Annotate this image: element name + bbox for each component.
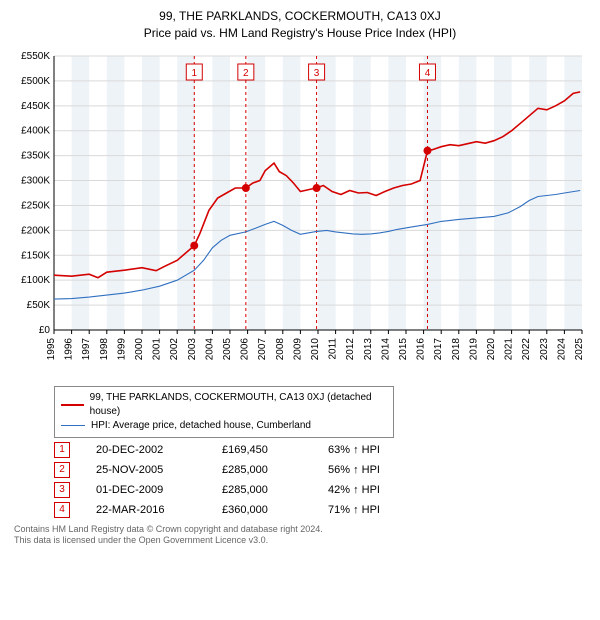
svg-text:2021: 2021 (504, 337, 515, 360)
svg-text:2024: 2024 (556, 337, 567, 360)
sale-price: £360,000 (222, 504, 302, 516)
svg-text:2008: 2008 (275, 337, 286, 360)
svg-text:£100K: £100K (21, 275, 50, 286)
legend-label: 99, THE PARKLANDS, COCKERMOUTH, CA13 0XJ… (90, 391, 387, 419)
sale-pct: 71% ↑ HPI (328, 504, 418, 516)
svg-text:1999: 1999 (116, 337, 127, 360)
svg-text:2001: 2001 (152, 337, 163, 360)
chart-area: £0 £50K £100K £150K £200K £250K £300K £350K £400… (10, 50, 590, 380)
svg-text:1: 1 (191, 68, 197, 79)
svg-text:2019: 2019 (468, 337, 479, 360)
svg-text:2004: 2004 (204, 337, 215, 360)
sale-pct: 42% ↑ HPI (328, 484, 418, 496)
svg-text:2018: 2018 (451, 337, 462, 360)
svg-text:£250K: £250K (21, 200, 50, 211)
sale-marker-box: 4 (54, 502, 70, 518)
svg-text:3: 3 (314, 68, 320, 79)
legend-swatch (61, 425, 85, 426)
chart-container: 99, THE PARKLANDS, COCKERMOUTH, CA13 0XJ… (0, 0, 600, 553)
sale-date: 25-NOV-2005 (96, 464, 196, 476)
svg-text:1996: 1996 (64, 337, 75, 360)
sale-price: £169,450 (222, 444, 302, 456)
svg-text:2015: 2015 (398, 337, 409, 360)
svg-text:2022: 2022 (521, 337, 532, 360)
sales-row: 1 20-DEC-2002 £169,450 63% ↑ HPI (54, 442, 590, 458)
svg-text:£400K: £400K (21, 125, 50, 136)
svg-text:1998: 1998 (99, 337, 110, 360)
svg-text:£350K: £350K (21, 150, 50, 161)
sale-price: £285,000 (222, 464, 302, 476)
svg-text:1995: 1995 (46, 337, 57, 360)
sale-marker-box: 2 (54, 462, 70, 478)
svg-text:£200K: £200K (21, 225, 50, 236)
sale-date: 22-MAR-2016 (96, 504, 196, 516)
svg-text:2000: 2000 (134, 337, 145, 360)
svg-text:£550K: £550K (21, 51, 50, 62)
svg-text:2003: 2003 (187, 337, 198, 360)
svg-text:£0: £0 (39, 325, 51, 336)
svg-text:£50K: £50K (27, 300, 51, 311)
legend: 99, THE PARKLANDS, COCKERMOUTH, CA13 0XJ… (54, 386, 394, 438)
sale-pct: 56% ↑ HPI (328, 464, 418, 476)
sales-table: 1 20-DEC-2002 £169,450 63% ↑ HPI 2 25-NOV-200… (54, 442, 590, 518)
svg-text:2011: 2011 (328, 337, 339, 359)
svg-text:2013: 2013 (363, 337, 374, 360)
svg-text:2: 2 (243, 68, 249, 79)
svg-text:£450K: £450K (21, 100, 50, 111)
legend-row: 99, THE PARKLANDS, COCKERMOUTH, CA13 0XJ… (61, 391, 387, 419)
svg-text:4: 4 (425, 68, 431, 79)
sale-marker-box: 3 (54, 482, 70, 498)
sales-row: 3 01-DEC-2009 £285,000 42% ↑ HPI (54, 482, 590, 498)
svg-text:2006: 2006 (240, 337, 251, 360)
svg-text:2020: 2020 (486, 337, 497, 360)
svg-text:2010: 2010 (310, 337, 321, 360)
svg-text:£500K: £500K (21, 76, 50, 87)
title-line-1: 99, THE PARKLANDS, COCKERMOUTH, CA13 0XJ (10, 8, 590, 25)
svg-text:2014: 2014 (380, 337, 391, 360)
svg-text:2012: 2012 (345, 337, 356, 360)
svg-text:1997: 1997 (81, 337, 92, 360)
sale-date: 20-DEC-2002 (96, 444, 196, 456)
svg-text:2009: 2009 (292, 337, 303, 360)
footer-line-1: Contains HM Land Registry data © Crown c… (14, 524, 590, 536)
sales-row: 4 22-MAR-2016 £360,000 71% ↑ HPI (54, 502, 590, 518)
sale-date: 01-DEC-2009 (96, 484, 196, 496)
svg-text:2007: 2007 (257, 337, 268, 360)
chart-svg: £0 £50K £100K £150K £200K £250K £300K £350K £400… (10, 50, 590, 380)
sales-row: 2 25-NOV-2005 £285,000 56% ↑ HPI (54, 462, 590, 478)
svg-text:2017: 2017 (433, 337, 444, 360)
svg-text:2016: 2016 (416, 337, 427, 360)
footer: Contains HM Land Registry data © Crown c… (14, 524, 590, 547)
title-line-2: Price paid vs. HM Land Registry's House … (10, 25, 590, 42)
sale-price: £285,000 (222, 484, 302, 496)
svg-text:2023: 2023 (539, 337, 550, 360)
svg-text:£150K: £150K (21, 250, 50, 261)
svg-text:2002: 2002 (169, 337, 180, 360)
legend-row: HPI: Average price, detached house, Cumb… (61, 419, 387, 433)
sale-pct: 63% ↑ HPI (328, 444, 418, 456)
svg-text:2025: 2025 (574, 337, 585, 360)
svg-text:2005: 2005 (222, 337, 233, 360)
legend-label: HPI: Average price, detached house, Cumb… (91, 419, 311, 433)
sale-marker-box: 1 (54, 442, 70, 458)
footer-line-2: This data is licensed under the Open Gov… (14, 535, 590, 547)
legend-swatch (61, 404, 84, 406)
svg-text:£300K: £300K (21, 175, 50, 186)
